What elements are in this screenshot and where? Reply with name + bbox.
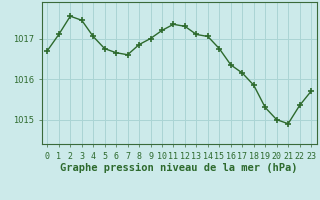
X-axis label: Graphe pression niveau de la mer (hPa): Graphe pression niveau de la mer (hPa) [60,163,298,173]
